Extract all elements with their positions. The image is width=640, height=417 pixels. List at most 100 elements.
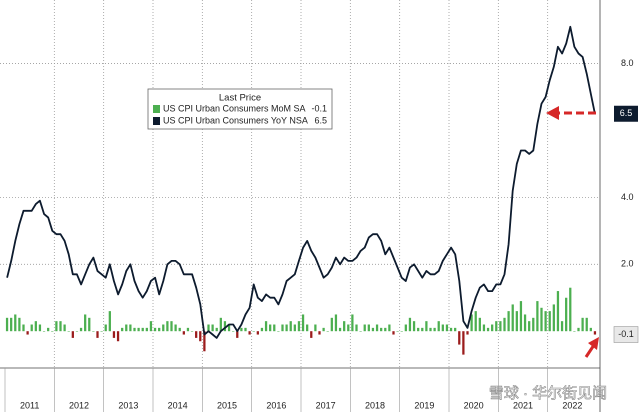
bar [486, 327, 490, 332]
bar [55, 321, 58, 332]
last-value-label: 6.5 [620, 108, 633, 118]
line [6, 25, 596, 339]
bar [203, 331, 206, 352]
bar [441, 324, 444, 332]
annotation-arrows [546, 106, 599, 358]
bar [51, 331, 54, 332]
bar [507, 311, 510, 332]
bar [22, 324, 25, 332]
bar [30, 324, 33, 332]
bar [540, 307, 543, 332]
bar [375, 324, 379, 332]
bar [47, 327, 50, 332]
bar [248, 331, 251, 335]
bar [125, 324, 128, 332]
bar [26, 331, 29, 335]
legend-label: US CPI Urban Consumers YoY NSA [163, 115, 308, 125]
bar [470, 314, 473, 332]
bar [425, 321, 428, 332]
bar [338, 327, 342, 332]
bar [211, 324, 214, 332]
bar [145, 327, 148, 332]
bar [544, 311, 547, 332]
x-tick-label: 2022 [562, 400, 582, 410]
y-tick-label: 8.0 [621, 58, 634, 68]
bar [289, 321, 292, 332]
bar [18, 317, 21, 332]
bar [552, 304, 555, 332]
bar [445, 324, 449, 332]
x-tick-label: 2011 [20, 400, 39, 410]
watermark: 雪球 · 华尔街见闻 [489, 385, 607, 402]
bar [392, 331, 395, 335]
bar [499, 321, 502, 332]
bar [273, 324, 276, 332]
bar [84, 314, 87, 332]
bar [503, 317, 506, 332]
bar [42, 331, 46, 332]
bar [322, 327, 325, 332]
arrow-head [546, 106, 559, 120]
x-tick-label: 2020 [464, 400, 484, 410]
bar [400, 331, 403, 332]
bar [466, 331, 469, 335]
bar [59, 321, 62, 332]
bar [556, 291, 560, 332]
x-tick-label: 2021 [513, 400, 533, 410]
bar [437, 321, 440, 332]
last-value-tag [613, 326, 639, 343]
bar [264, 321, 268, 332]
bar [199, 331, 202, 342]
bar [536, 301, 539, 332]
legend-swatch [153, 117, 160, 125]
bar [96, 331, 99, 338]
bar [244, 327, 247, 332]
bar [227, 324, 231, 332]
bar [532, 317, 535, 332]
x-tick-label: 2012 [69, 400, 89, 410]
bar [281, 324, 284, 332]
bar [301, 314, 305, 332]
bar [293, 324, 296, 332]
bar [388, 324, 391, 332]
legend-title: Last Price [219, 93, 261, 104]
bar [560, 321, 564, 332]
marks [5, 25, 597, 355]
bar [330, 317, 333, 332]
bar [232, 331, 235, 332]
legend-value: 6.5 [314, 115, 327, 125]
bar [63, 324, 66, 332]
bar [182, 331, 185, 335]
bar [236, 331, 239, 338]
x-tick-label: 2016 [266, 400, 286, 410]
bar [100, 331, 103, 332]
y-tick-label: 4.0 [621, 192, 634, 202]
bar [75, 331, 79, 332]
x-tick-label: 2014 [168, 400, 188, 410]
bar [174, 324, 177, 332]
bar [67, 331, 70, 332]
bar [408, 317, 412, 332]
bar [548, 311, 551, 332]
bar [589, 327, 592, 332]
bar [449, 327, 453, 332]
bar [178, 327, 181, 332]
bar [404, 324, 407, 332]
bar [458, 331, 461, 345]
bar [593, 331, 597, 335]
bar [569, 287, 572, 332]
x-tick-label: 2019 [414, 400, 434, 410]
last-value-tag [614, 105, 638, 122]
bar [104, 324, 107, 332]
bar [297, 321, 301, 332]
bar [269, 324, 272, 332]
bar [351, 314, 354, 332]
bar [38, 324, 42, 332]
bar [528, 321, 531, 332]
bar [577, 327, 580, 332]
bar [133, 327, 136, 332]
bar [573, 331, 576, 332]
bar [256, 331, 259, 335]
bar [310, 331, 313, 338]
